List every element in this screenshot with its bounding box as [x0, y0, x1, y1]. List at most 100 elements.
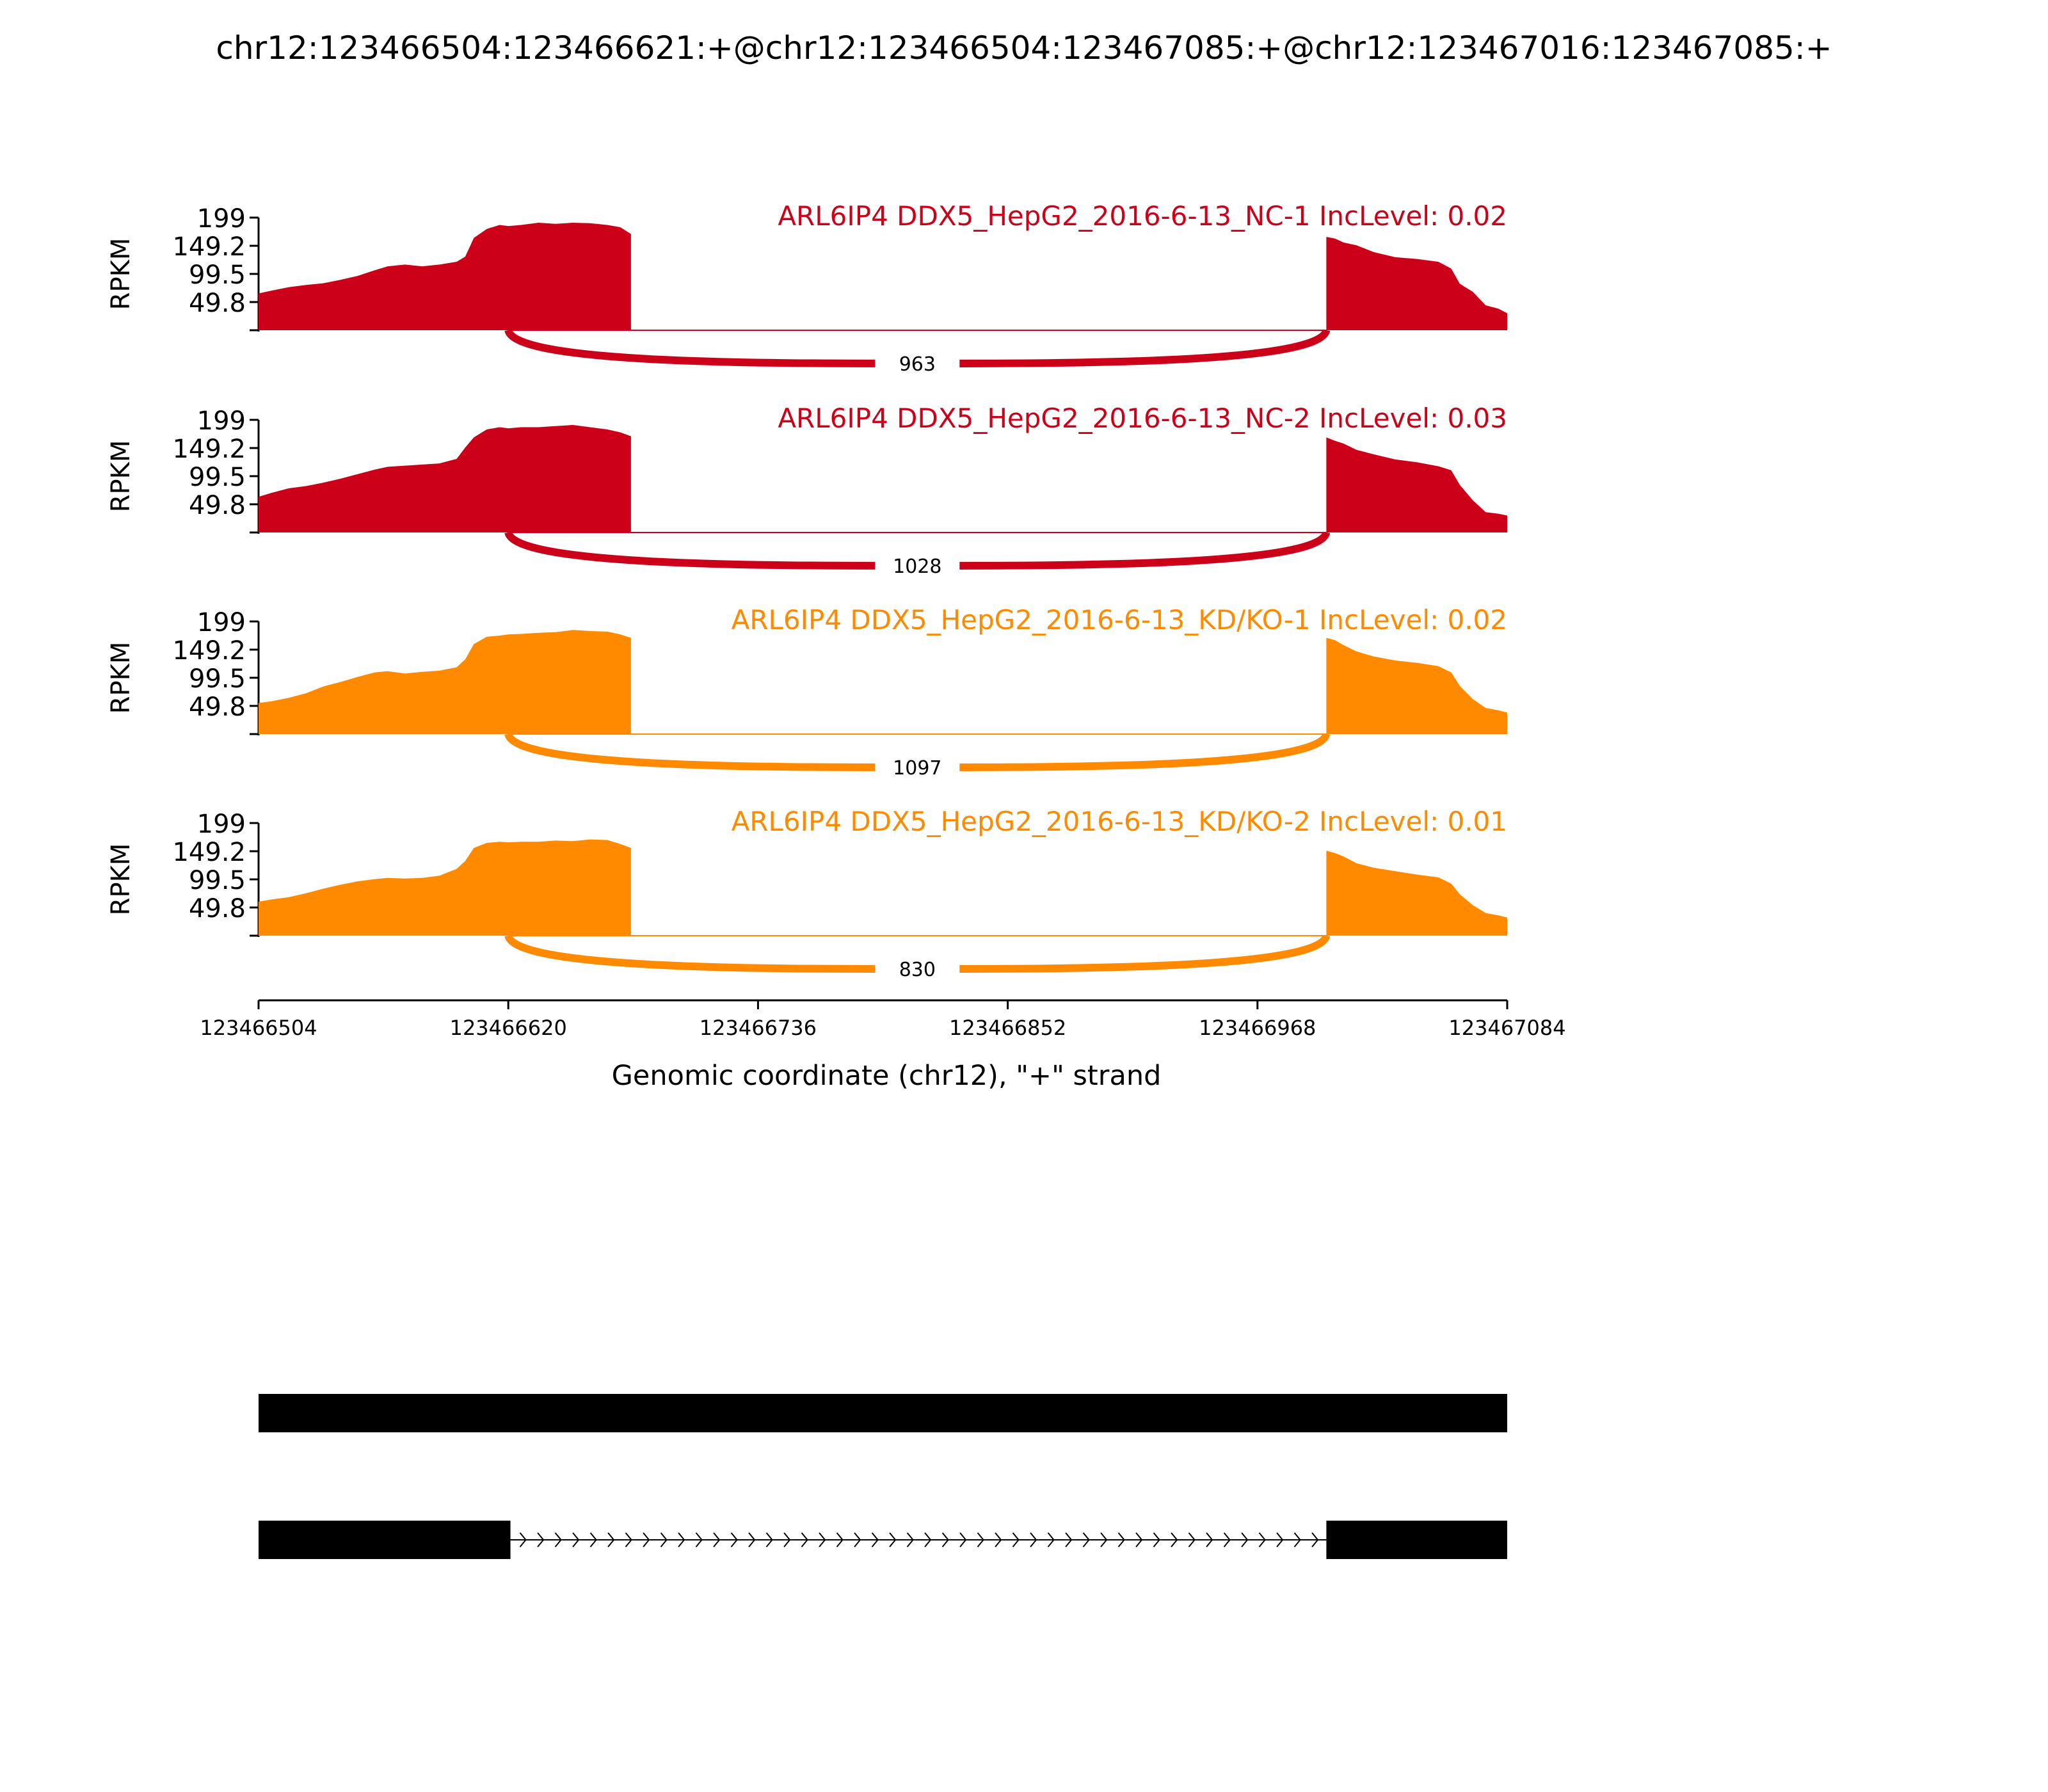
strand-arrow — [1258, 1532, 1266, 1548]
y-tick-label: 199 — [197, 810, 246, 839]
exon-block — [259, 1394, 1507, 1432]
strand-arrow — [678, 1532, 685, 1548]
strand-arrow — [1223, 1532, 1231, 1548]
coverage-left-exon — [259, 223, 631, 330]
strand-arrow — [871, 1532, 879, 1548]
strand-arrow — [889, 1532, 897, 1548]
strand-arrow — [906, 1532, 914, 1548]
y-tick-label: 149.2 — [172, 838, 246, 867]
coverage-right-exon — [1326, 851, 1507, 936]
junction-count-box — [875, 753, 960, 781]
strand-arrow — [819, 1532, 826, 1548]
strand-arrow — [1030, 1532, 1037, 1548]
strand-arrow — [959, 1532, 967, 1548]
x-tick-label: 123467084 — [1448, 1016, 1565, 1040]
strand-arrow — [941, 1532, 949, 1548]
gene-model-1 — [259, 1394, 1507, 1432]
x-tick-label: 123466504 — [200, 1016, 317, 1040]
strand-arrow — [1241, 1532, 1249, 1548]
y-tick-label: 99.5 — [189, 260, 246, 290]
y-tick-label: 99.5 — [189, 866, 246, 895]
strand-arrow — [1276, 1532, 1284, 1548]
strand-arrow — [643, 1532, 650, 1548]
y-tick-label: 99.5 — [189, 463, 246, 492]
strand-arrow — [589, 1532, 597, 1548]
coverage-left-exon — [259, 839, 631, 936]
y-axis-label: RPKM — [106, 440, 136, 513]
coverage-right-exon — [1326, 237, 1507, 330]
strand-arrow — [1206, 1532, 1213, 1548]
strand-arrow — [625, 1532, 632, 1548]
y-tick-label: 149.2 — [172, 232, 246, 262]
strand-arrow — [1293, 1532, 1301, 1548]
strand-arrow — [1100, 1532, 1108, 1548]
sample-title: ARL6IP4 DDX5_HepG2_2016-6-13_KD/KO-1 Inc… — [732, 604, 1507, 636]
strand-arrow — [783, 1532, 791, 1548]
strand-arrow — [977, 1532, 984, 1548]
gene-model-2 — [259, 1521, 1507, 1559]
sample-title: ARL6IP4 DDX5_HepG2_2016-6-13_NC-2 IncLev… — [778, 403, 1507, 434]
sample-title: ARL6IP4 DDX5_HepG2_2016-6-13_KD/KO-2 Inc… — [732, 806, 1507, 837]
x-tick-label: 123466968 — [1199, 1016, 1316, 1040]
strand-arrow — [607, 1532, 615, 1548]
y-axis-label: RPKM — [106, 844, 136, 916]
strand-arrow — [995, 1532, 1002, 1548]
strand-arrow — [1117, 1532, 1125, 1548]
strand-arrow — [836, 1532, 844, 1548]
strand-arrow — [924, 1532, 932, 1548]
x-axis: 123466504 123466620 123466736 123466852 1234… — [200, 999, 1566, 1040]
strand-arrow — [730, 1532, 738, 1548]
y-tick-label: 149.2 — [172, 435, 246, 464]
strand-arrow — [1188, 1532, 1196, 1548]
coverage-left-exon — [259, 630, 631, 734]
gene-model-track — [259, 1394, 1507, 1559]
coverage-left-exon — [259, 425, 631, 532]
strand-arrow — [801, 1532, 808, 1548]
y-axis-label: RPKM — [106, 642, 136, 714]
y-tick-label: 49.8 — [189, 289, 246, 318]
x-tick-label: 123466736 — [700, 1016, 817, 1040]
strand-arrow — [572, 1532, 580, 1548]
strand-arrow — [537, 1532, 545, 1548]
strand-arrow — [765, 1532, 773, 1548]
junction-count-box — [875, 955, 960, 983]
strand-arrow — [1012, 1532, 1020, 1548]
y-tick-label: 199 — [197, 204, 246, 234]
strand-arrow — [519, 1532, 527, 1548]
y-tick-label: 199 — [197, 406, 246, 436]
strand-arrow — [1153, 1532, 1160, 1548]
y-tick-label: 199 — [197, 608, 246, 637]
junction-count-box — [875, 349, 960, 378]
y-tick-label: 99.5 — [189, 664, 246, 694]
exon-block — [259, 1521, 511, 1559]
x-axis-label: Genomic coordinate (chr12), "+" strand — [612, 1060, 1162, 1092]
coverage-right-exon — [1326, 637, 1507, 734]
strand-arrow — [1171, 1532, 1178, 1548]
strand-arrow — [1065, 1532, 1073, 1548]
y-tick-label: 49.8 — [189, 692, 246, 722]
coverage-right-exon — [1326, 437, 1507, 532]
strand-arrow — [854, 1532, 861, 1548]
sample-title: ARL6IP4 DDX5_HepG2_2016-6-13_NC-1 IncLev… — [778, 200, 1507, 232]
y-tick-label: 149.2 — [172, 636, 246, 666]
junction-count-label: 1097 — [893, 757, 941, 780]
strand-arrow — [1135, 1532, 1143, 1548]
y-tick-label: 49.8 — [189, 894, 246, 924]
strand-arrow — [748, 1532, 756, 1548]
strand-arrow — [554, 1532, 562, 1548]
x-tick-label: 123466620 — [450, 1016, 567, 1040]
junction-count-box — [875, 552, 960, 580]
strand-arrow — [660, 1532, 668, 1548]
junction-count-label: 830 — [899, 959, 936, 981]
strand-arrow — [713, 1532, 721, 1548]
y-tick-label: 49.8 — [189, 491, 246, 520]
x-tick-label: 123466852 — [949, 1016, 1066, 1040]
junction-count-label: 963 — [899, 353, 936, 376]
exon-block — [1326, 1521, 1507, 1559]
strand-arrow — [1047, 1532, 1055, 1548]
strand-arrow — [1082, 1532, 1090, 1548]
